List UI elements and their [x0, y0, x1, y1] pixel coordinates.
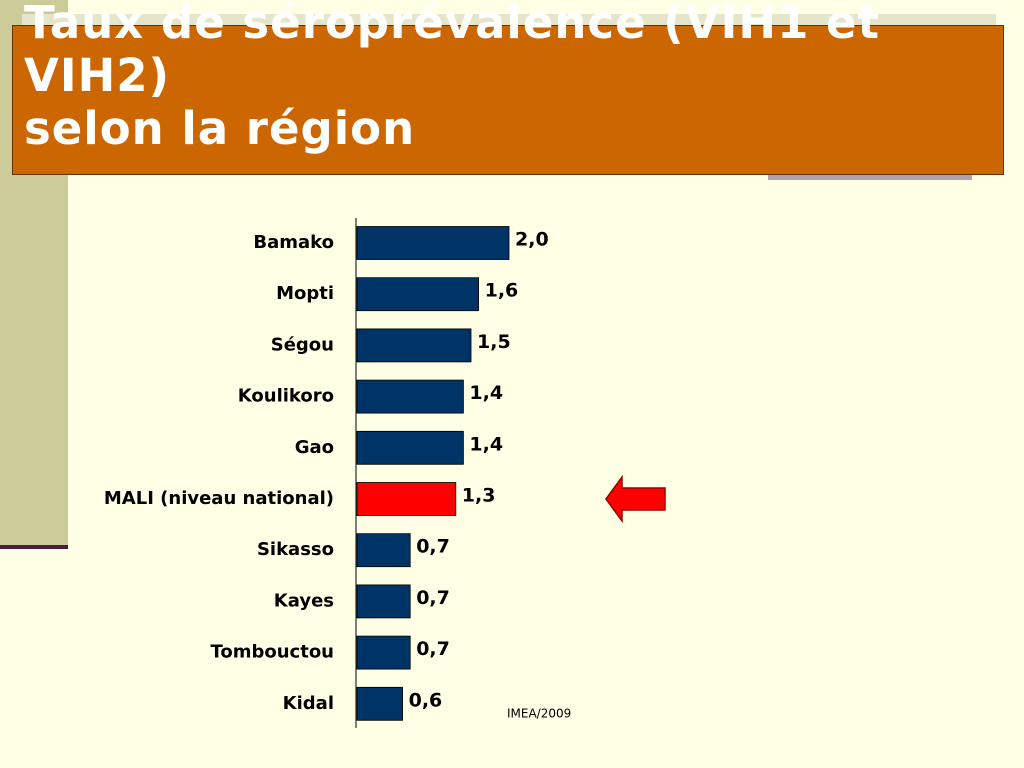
chart-subtitle: selon la région: [24, 102, 416, 155]
data-label: 1,6: [485, 280, 519, 302]
bar: [356, 277, 479, 312]
data-label: 0,7: [416, 536, 450, 558]
y-tick-label: Koulikoro: [238, 386, 334, 407]
data-label: 0,7: [416, 587, 450, 609]
data-label: 2,0: [515, 229, 549, 251]
y-tick-label: Bamako: [253, 232, 334, 253]
y-tick-label: Kidal: [283, 693, 334, 714]
y-tick-label: Kayes: [274, 590, 334, 611]
bar: [356, 482, 457, 516]
bar: [356, 635, 411, 670]
highlight-arrow: [605, 474, 666, 524]
bar: [356, 328, 472, 363]
y-tick-label: Tombouctou: [210, 642, 334, 663]
data-label: 1,5: [477, 331, 511, 353]
bar: [356, 584, 411, 619]
data-label: 1,4: [469, 382, 503, 404]
y-tick-label: Gao: [295, 437, 334, 458]
decor-band: [22, 14, 996, 28]
y-tick-label: Ségou: [271, 334, 334, 355]
bar: [356, 533, 411, 568]
bar: [356, 430, 464, 465]
title-block: Taux de séroprévalence (VIH1 et VIH2) sel…: [24, 0, 984, 176]
chart-title: Taux de séroprévalence (VIH1 et VIH2): [24, 0, 881, 102]
data-label: 0,7: [416, 638, 450, 660]
decor-band: [768, 172, 972, 180]
title-box: [12, 25, 1004, 175]
bar: [356, 686, 403, 721]
bar: [356, 226, 510, 260]
data-label: 1,4: [469, 433, 503, 455]
y-tick-label: MALI (niveau national): [104, 488, 334, 509]
y-tick-label: Mopti: [276, 283, 334, 304]
bar: [356, 379, 464, 414]
data-label: 1,3: [462, 485, 496, 507]
y-tick-label: Sikasso: [257, 539, 334, 560]
source-note: IMEA/2009: [507, 707, 571, 721]
data-label: 0,6: [409, 689, 443, 711]
